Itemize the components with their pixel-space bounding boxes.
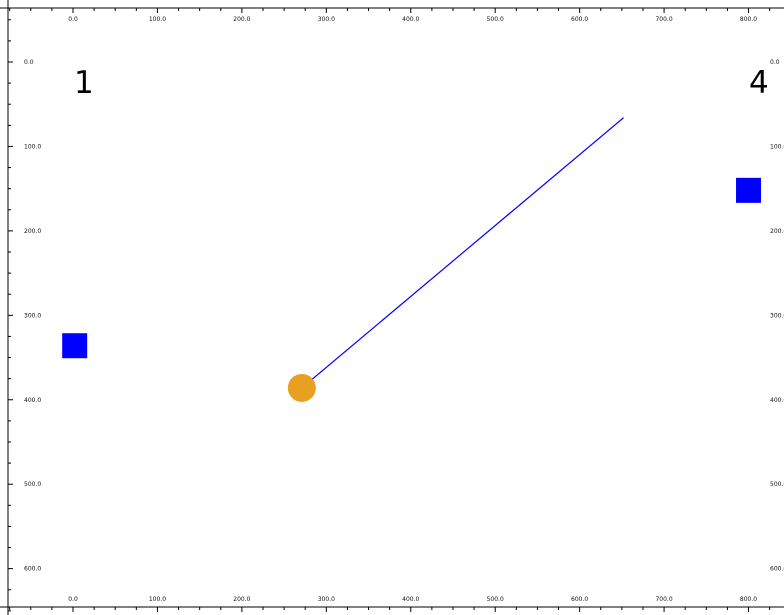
right-y-tick-label: 100.0 — [770, 143, 784, 150]
bottom-x-tick-label: 100.0 — [149, 596, 166, 603]
bottom-x-tick-label: 200.0 — [233, 596, 250, 603]
left-y-tick-label: 300.0 — [24, 312, 41, 319]
right-paddle — [736, 177, 762, 203]
ball-trajectory-line — [301, 117, 624, 389]
bottom-x-tick-label: 300.0 — [318, 596, 335, 603]
top-x-tick-label: 500.0 — [487, 16, 504, 23]
top-x-tick-label: 700.0 — [655, 16, 672, 23]
top-x-tick-label: 300.0 — [318, 16, 335, 23]
left-y-tick-label: 0.0 — [24, 59, 34, 66]
bottom-x-tick-label: 0.0 — [68, 596, 78, 603]
right-score: 4 — [749, 65, 769, 101]
top-x-tick-label: 200.0 — [233, 16, 250, 23]
left-y-tick-label: 500.0 — [24, 481, 41, 488]
left-score: 1 — [74, 65, 94, 101]
bottom-x-tick-label: 500.0 — [487, 596, 504, 603]
right-y-tick-label: 400.0 — [770, 397, 784, 404]
left-y-tick-label: 200.0 — [24, 228, 41, 235]
right-y-tick-label: 0.0 — [770, 59, 780, 66]
top-x-tick-label: 400.0 — [402, 16, 419, 23]
ball — [287, 373, 316, 402]
top-x-tick-label: 800.0 — [740, 16, 757, 23]
left-y-tick-label: 100.0 — [24, 143, 41, 150]
right-y-tick-label: 200.0 — [770, 228, 784, 235]
right-y-tick-label: 600.0 — [770, 566, 784, 573]
bottom-x-tick-label: 600.0 — [571, 596, 588, 603]
bottom-x-tick-label: 400.0 — [402, 596, 419, 603]
left-y-tick-label: 600.0 — [24, 566, 41, 573]
top-x-tick-label: 600.0 — [571, 16, 588, 23]
top-x-tick-label: 0.0 — [68, 16, 78, 23]
left-paddle — [62, 333, 88, 359]
bottom-x-tick-label: 700.0 — [655, 596, 672, 603]
top-x-tick-label: 100.0 — [149, 16, 166, 23]
right-y-tick-label: 300.0 — [770, 312, 784, 319]
right-y-tick-label: 500.0 — [770, 481, 784, 488]
left-y-tick-label: 400.0 — [24, 397, 41, 404]
bottom-x-tick-label: 800.0 — [740, 596, 757, 603]
